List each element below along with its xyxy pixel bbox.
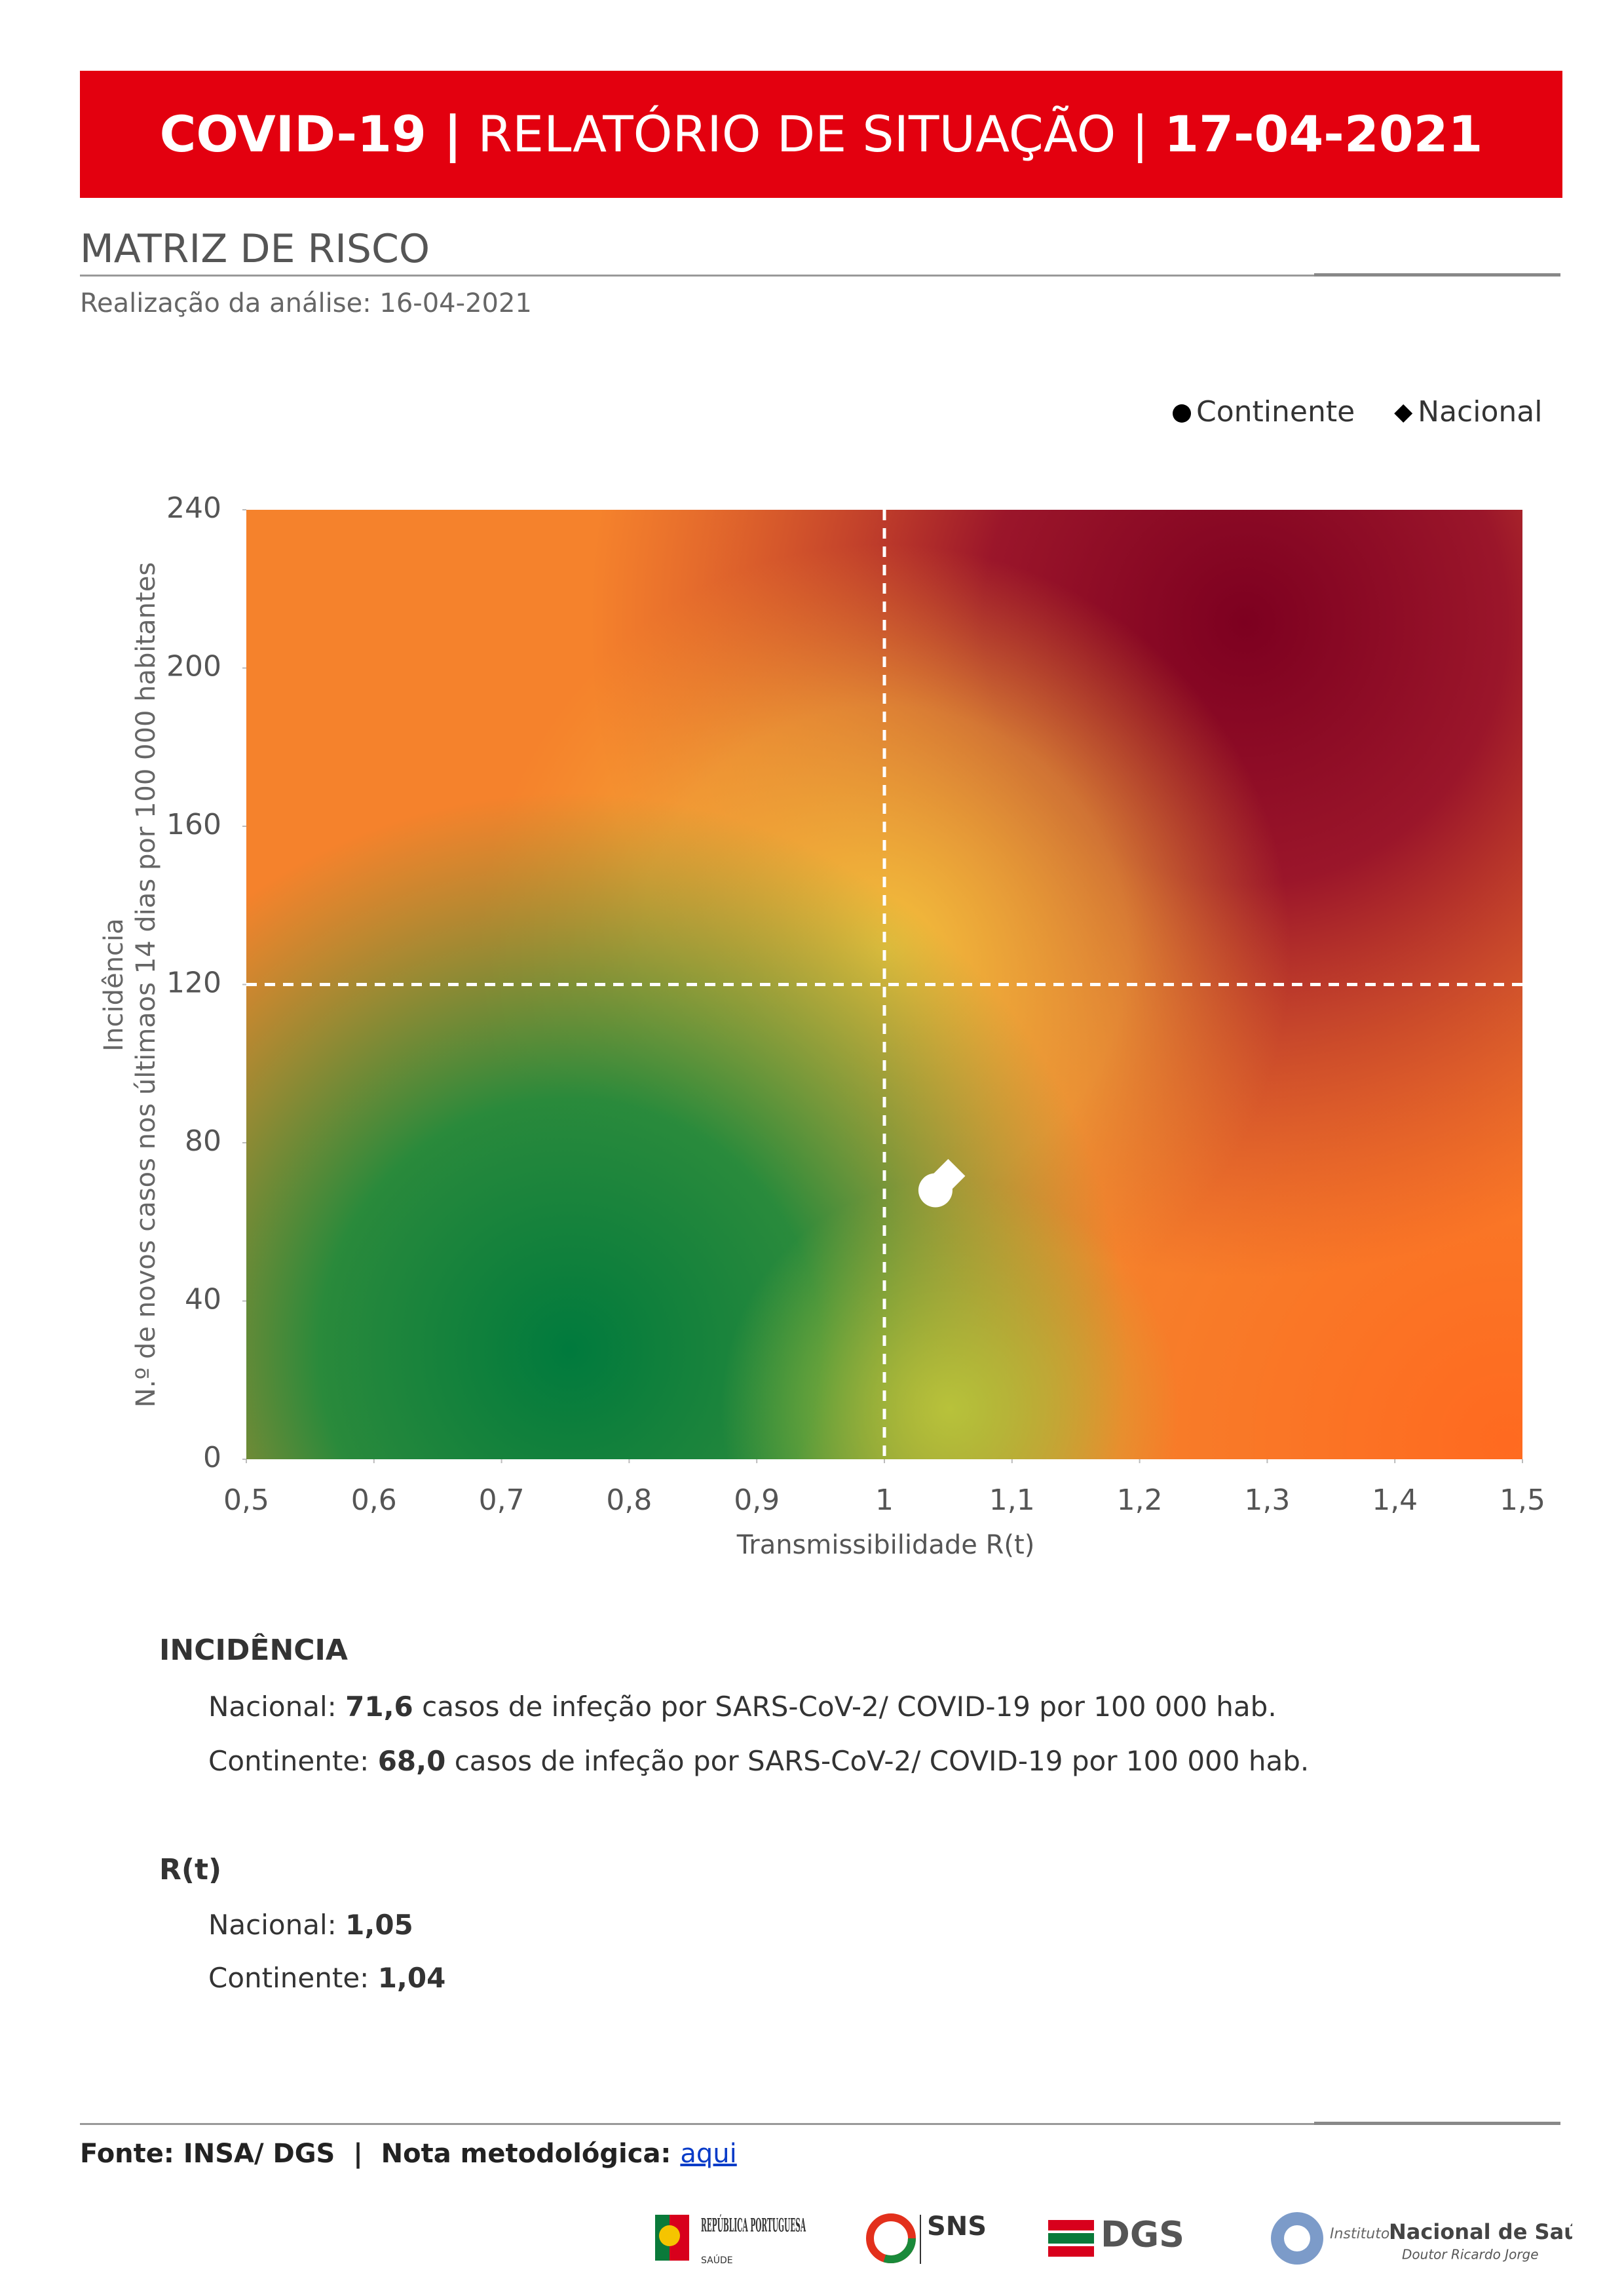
footer-source: Fonte: INSA/ DGS: [80, 2139, 335, 2169]
y-tick-label: 40: [185, 1283, 221, 1316]
logo-sns: SNS: [866, 2211, 987, 2264]
item-text: casos de infeção por SARS-CoV-2/ COVID-1…: [454, 1745, 1310, 1777]
y-tick-label: 240: [166, 491, 221, 525]
item-value: 1,05: [345, 1909, 413, 1941]
logo-insa: Instituto Nacional de Saúde Doutor Ricar…: [1271, 2212, 1572, 2265]
logo-text: Instituto: [1330, 2226, 1389, 2242]
rule: [80, 275, 1560, 277]
footer-rule-accent: [1314, 2122, 1560, 2125]
x-tick-label: 0,6: [351, 1483, 397, 1517]
chart: Transmissibilidade R(t) Incidência N.º d…: [99, 395, 1545, 1560]
incidence-item: Nacional: 71,6 casos de infeção por SARS…: [208, 1691, 1277, 1723]
footer-link[interactable]: aqui: [680, 2139, 737, 2169]
rule-accent: [1314, 273, 1560, 277]
x-tick-label: 1: [875, 1483, 894, 1517]
item-value: 1,04: [377, 1962, 446, 1994]
title-part: 17-04-2021: [1164, 105, 1483, 163]
logo-text: Nacional de Saúde: [1389, 2219, 1572, 2244]
legend-marker: [1173, 404, 1191, 423]
item-label: Nacional:: [208, 1691, 337, 1723]
rt-item: Continente: 1,04: [208, 1962, 445, 1994]
y-tick-label: 160: [166, 808, 221, 841]
incidence-heading: INCIDÊNCIA: [159, 1634, 348, 1667]
item-label: Continente:: [208, 1745, 369, 1777]
y-axis-title: N.º de novos casos nos últimaos 14 dias …: [131, 562, 161, 1407]
x-tick-label: 0,7: [479, 1483, 525, 1517]
logos: REPÚBLICA PORTUGUESA SAÚDE SNS DGS Insti…: [655, 2211, 1572, 2266]
y-axis-title: Incidência: [99, 918, 129, 1051]
legend-marker: [1394, 404, 1413, 423]
section-title: MATRIZ DE RISCO: [80, 226, 430, 272]
header-bar: [80, 71, 1562, 198]
item-value: 68,0: [377, 1745, 446, 1777]
item-value: 71,6: [345, 1691, 413, 1723]
section-subtitle: Realização da análise: 16-04-2021: [80, 288, 532, 318]
legend-label: Nacional: [1418, 395, 1542, 429]
title-part: COVID-19 |: [159, 105, 463, 163]
x-tick-label: 1,4: [1372, 1483, 1418, 1517]
item-label: Nacional:: [208, 1909, 337, 1941]
x-tick-label: 0,8: [606, 1483, 652, 1517]
incidence-item: Continente: 68,0 casos de infeção por SA…: [208, 1745, 1309, 1777]
logo-text: Doutor Ricardo Jorge: [1402, 2247, 1539, 2263]
y-tick-label: 120: [166, 966, 221, 1000]
logo-republica: REPÚBLICA PORTUGUESA SAÚDE: [655, 2214, 806, 2266]
rt-item: Nacional: 1,05: [208, 1909, 413, 1941]
risk-background: [246, 510, 1522, 1459]
y-tick-label: 0: [203, 1441, 221, 1474]
x-tick-label: 0,9: [734, 1483, 780, 1517]
logo-text: DGS: [1101, 2214, 1184, 2255]
rt-heading: R(t): [159, 1853, 222, 1886]
x-tick-label: 1,1: [989, 1483, 1035, 1517]
footer-text: Fonte: INSA/ DGS | Nota metodológica: aq…: [80, 2139, 737, 2169]
item-text: casos de infeção por SARS-CoV-2/ COVID-1…: [422, 1691, 1277, 1723]
title-part: RELATÓRIO DE SITUAÇÃO |: [478, 105, 1149, 163]
footer-separator: |: [353, 2139, 363, 2169]
y-tick-label: 200: [166, 650, 221, 683]
footer-note: Nota metodológica:: [381, 2139, 671, 2169]
x-tick-label: 1,3: [1244, 1483, 1290, 1517]
logo-text: REPÚBLICA PORTUGUESA: [701, 2214, 806, 2236]
item-label: Continente:: [208, 1962, 369, 1994]
data-point: [931, 1158, 966, 1193]
x-tick-label: 1,5: [1500, 1483, 1545, 1517]
logo-dgs: DGS: [1048, 2214, 1184, 2257]
logo-text: SAÚDE: [701, 2254, 733, 2266]
logo-text: SNS: [927, 2211, 987, 2242]
header-title: COVID-19 | RELATÓRIO DE SITUAÇÃO | 17-04…: [80, 71, 1562, 198]
y-tick-label: 80: [185, 1124, 221, 1158]
x-axis-title: Transmissibilidade R(t): [736, 1530, 1035, 1560]
x-tick-label: 1,2: [1117, 1483, 1163, 1517]
x-tick-label: 0,5: [223, 1483, 269, 1517]
footer-rule: [80, 2123, 1560, 2125]
legend-label: Continente: [1196, 395, 1355, 429]
